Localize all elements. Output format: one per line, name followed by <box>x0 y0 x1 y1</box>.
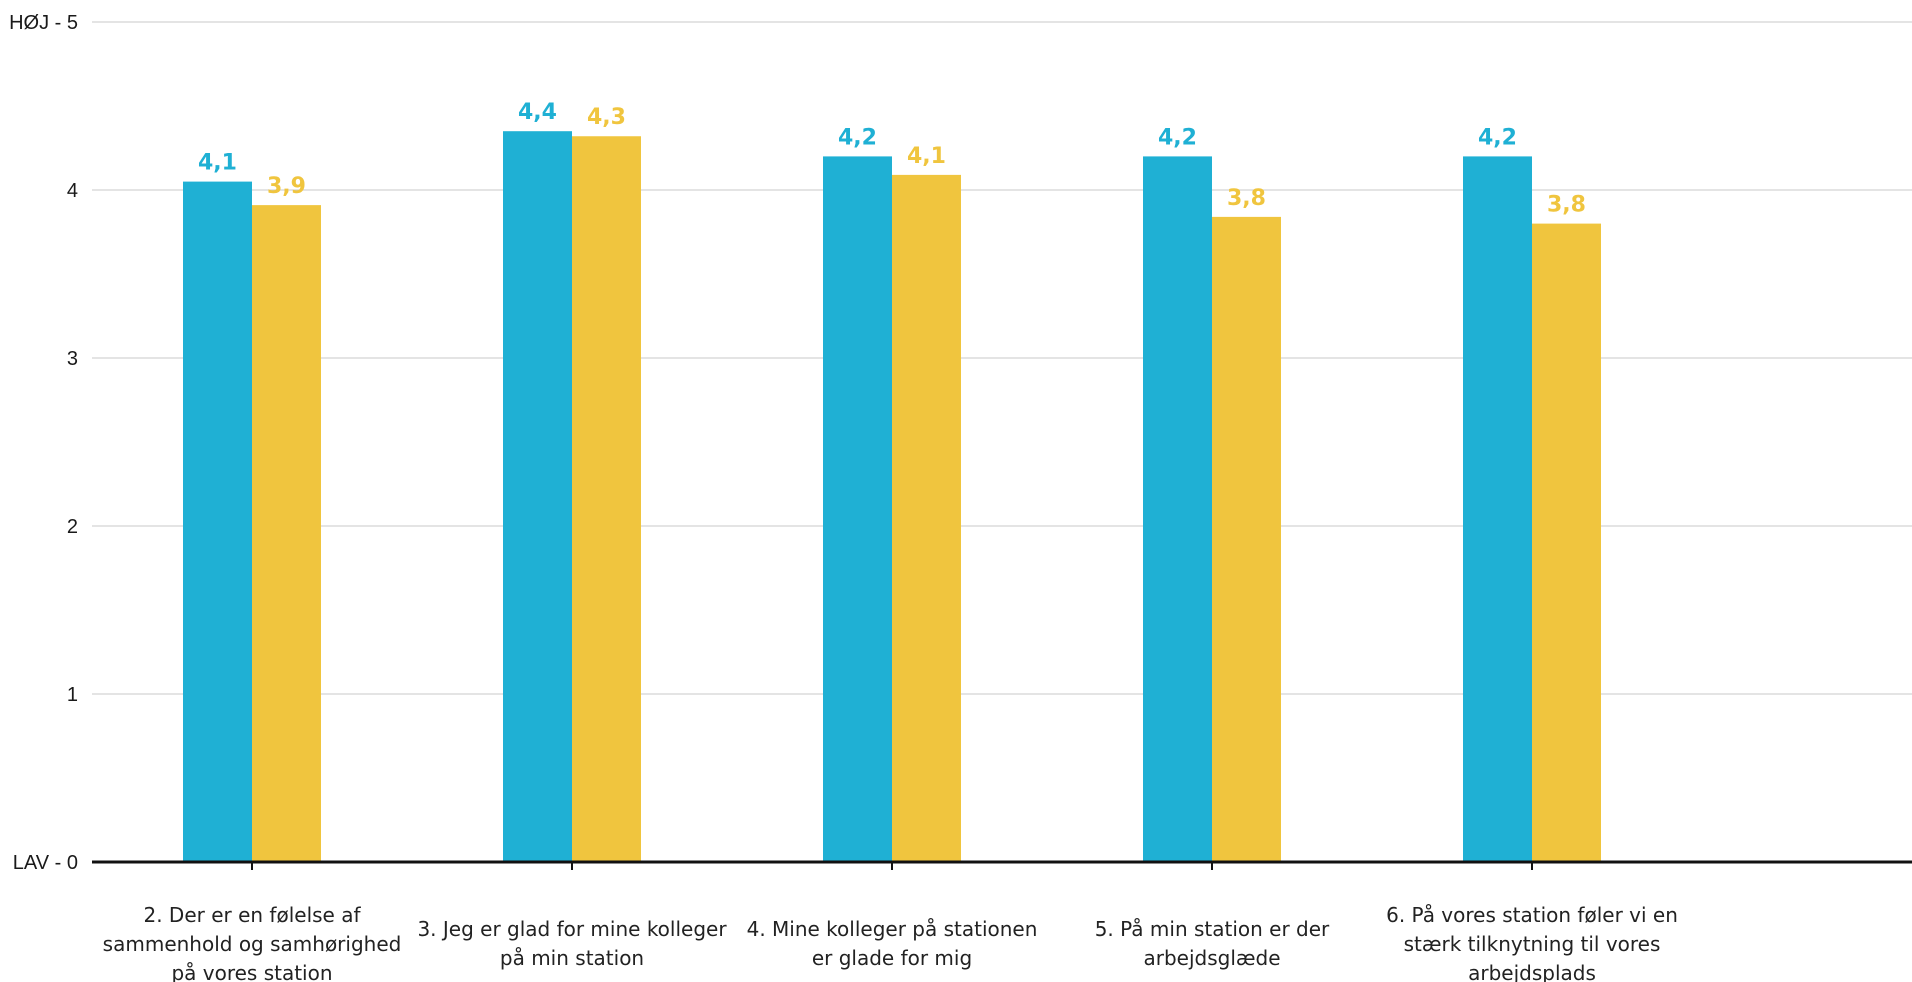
category-label: 2. Der er en følelse af sammenhold og sam… <box>103 903 402 982</box>
bar <box>503 131 572 862</box>
x-axis <box>92 860 1912 870</box>
data-label: 4,2 <box>1478 125 1517 150</box>
category-label-line: på vores station <box>171 961 332 982</box>
bar <box>1463 156 1532 862</box>
data-label: 4,2 <box>1158 125 1197 150</box>
data-label: 3,8 <box>1547 193 1586 218</box>
category-label-line: stærk tilknytning til vores <box>1404 932 1661 956</box>
data-label: 4,2 <box>838 125 877 150</box>
category-label-line: 5. På min station er der <box>1095 917 1330 941</box>
category-label-line: er glade for mig <box>812 946 972 970</box>
y-tick-label: LAV - 0 <box>13 852 78 874</box>
category-label-line: arbejdsplads <box>1468 961 1596 982</box>
category-label-line: sammenhold og samhørighed <box>103 932 402 956</box>
y-tick-label: HØJ - 5 <box>9 12 78 34</box>
bar <box>823 156 892 862</box>
y-tick-label: 1 <box>67 684 78 706</box>
data-label: 4,1 <box>907 144 946 169</box>
data-label: 4,4 <box>518 100 557 125</box>
category-label: 5. På min station er der arbejdsglæde <box>1095 917 1330 970</box>
bar <box>252 205 321 862</box>
category-label-line: arbejdsglæde <box>1143 946 1280 970</box>
category-label-line: 6. På vores station føler vi en <box>1386 903 1678 927</box>
category-labels: 2. Der er en følelse af sammenhold og sam… <box>103 903 1678 982</box>
category-label: 6. På vores station føler vi en stærk til… <box>1386 903 1678 982</box>
category-label-line: 2. Der er en følelse af <box>143 903 361 927</box>
value-labels: 4,1 3,9 4,4 4,3 4,2 4,1 4,2 3,8 4,2 3,8 <box>198 100 1586 217</box>
bar <box>572 136 641 863</box>
bars <box>183 131 1601 863</box>
y-tick-label: 4 <box>67 180 78 202</box>
category-label-line: 4. Mine kolleger på stationen <box>747 917 1038 941</box>
category-label-line: 3. Jeg er glad for mine kolleger <box>417 917 727 941</box>
data-label: 4,1 <box>198 151 237 176</box>
y-tick-label: 3 <box>67 348 78 370</box>
y-tick-label: 2 <box>67 516 78 538</box>
bar <box>892 174 961 862</box>
category-label: 4. Mine kolleger på stationen er glade fo… <box>747 917 1038 970</box>
data-label: 4,3 <box>587 105 626 130</box>
category-label-line: på min station <box>500 946 644 970</box>
y-axis-ticks: LAV - 0 1 2 3 4 HØJ - 5 <box>9 12 78 874</box>
bar <box>1532 223 1601 863</box>
bar <box>183 181 252 863</box>
bar <box>1143 156 1212 862</box>
data-label: 3,8 <box>1227 186 1266 211</box>
bar <box>1212 216 1281 862</box>
grid-lines <box>92 21 1912 695</box>
category-label: 3. Jeg er glad for mine kolleger på min s… <box>417 917 727 970</box>
data-label: 3,9 <box>267 174 306 199</box>
